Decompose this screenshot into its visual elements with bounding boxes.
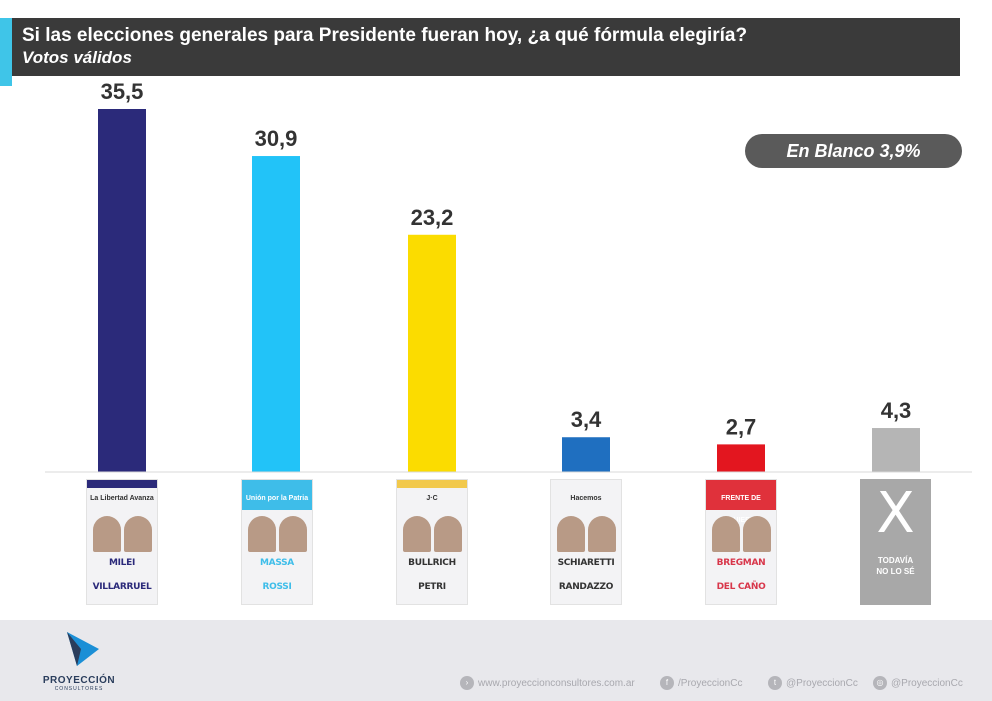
party-logo: Unión por la Patria: [242, 488, 312, 510]
bar-value-label: 30,9: [255, 126, 298, 151]
candidate-photo: [123, 516, 152, 552]
x-icon: X: [876, 481, 915, 546]
undecided-label: TODAVÍA: [877, 556, 914, 565]
vice-president-name: ROSSI: [262, 582, 292, 592]
candidate-photos: [242, 510, 312, 552]
bar-value-label: 35,5: [101, 79, 144, 104]
bar-value-label: 4,3: [881, 398, 912, 423]
party-band: [87, 480, 157, 488]
president-name: BREGMAN: [716, 558, 766, 568]
party-band: [397, 480, 467, 488]
globe-icon: ›: [460, 676, 474, 690]
party-logo: Hacemos: [551, 488, 621, 510]
website-text: www.proyeccionconsultores.com.ar: [478, 677, 635, 689]
brand-sub: CONSULTORES: [54, 686, 104, 692]
instagram-icon: ◎: [873, 676, 887, 690]
candidate-photo: [247, 516, 276, 552]
party-logo: La Libertad Avanza: [87, 488, 157, 510]
candidate-photo: [92, 516, 121, 552]
bar-2: [408, 234, 456, 472]
blank-vote-badge: En Blanco 3,9%: [745, 134, 962, 168]
bar-3: [562, 437, 610, 472]
bar-value-label: 3,4: [571, 407, 602, 432]
party-band: [706, 480, 776, 488]
facebook-text: /ProyeccionCc: [678, 677, 743, 689]
facebook-icon: f: [660, 676, 674, 690]
candidate-photo: [278, 516, 307, 552]
candidate-photo: [402, 516, 431, 552]
brand-name: PROYECCIÓN: [42, 675, 116, 686]
bar-chart: 35,5 30,9 23,2 3,4 2,7 4,3: [45, 79, 972, 473]
bar-4: [717, 444, 765, 472]
president-name: MASSA: [260, 558, 294, 568]
candidate-photo: [742, 516, 771, 552]
twitter-icon: t: [768, 676, 782, 690]
candidate-photos: [397, 510, 467, 552]
proyeccion-logo-icon: [67, 632, 99, 666]
president-name: MILEI: [108, 558, 136, 568]
chart-header: Si las elecciones generales para Preside…: [12, 18, 960, 76]
candidate-card: Unión por la Patria MASSA ROSSI: [241, 479, 313, 605]
vice-president-name: RANDAZZO: [558, 582, 614, 592]
candidate-photo: [587, 516, 616, 552]
accent-strip: [0, 18, 12, 86]
candidate-photo: [433, 516, 462, 552]
vice-president-name: PETRI: [418, 582, 446, 592]
candidate-card: FRENTE DE IZQUIERDA BREGMAN DEL CAÑO: [705, 479, 777, 605]
chart-title: Si las elecciones generales para Preside…: [22, 25, 748, 46]
party-logo: J·C: [397, 488, 467, 510]
bar-value-label: 2,7: [726, 414, 757, 439]
instagram-link[interactable]: ◎ @ProyeccionCc: [873, 676, 963, 690]
president-name: BULLRICH: [408, 558, 456, 568]
candidate-card: La Libertad Avanza MILEI VILLARRUEL: [86, 479, 158, 605]
party-band: [242, 480, 312, 488]
bar-1: [252, 156, 300, 472]
brand-logo: PROYECCIÓN CONSULTORES: [34, 632, 124, 692]
instagram-text: @ProyeccionCc: [891, 677, 963, 689]
bar-0: [98, 109, 146, 472]
vice-president-name: VILLARRUEL: [92, 582, 152, 592]
candidate-card: J·C BULLRICH PETRI: [396, 479, 468, 605]
bar-5: [872, 428, 920, 472]
candidate-photos: [551, 510, 621, 552]
website-link[interactable]: › www.proyeccionconsultores.com.ar: [460, 676, 635, 690]
facebook-link[interactable]: f/ProyeccionCc: [660, 676, 742, 690]
president-name: SCHIARETTI: [557, 558, 615, 568]
chart-subtitle: Votos válidos: [22, 48, 132, 67]
candidate-photos: [706, 510, 776, 552]
vice-president-name: DEL CAÑO: [716, 582, 766, 592]
party-band: [551, 480, 621, 488]
undecided-label-2: NO LO SÉ: [876, 567, 915, 576]
twitter-text: @ProyeccionCc: [786, 677, 858, 689]
candidate-photos: [87, 510, 157, 552]
candidate-photo: [556, 516, 585, 552]
candidate-card: Hacemos SCHIARETTI RANDAZZO: [550, 479, 622, 605]
undecided-card: X TODAVÍA NO LO SÉ: [860, 479, 931, 605]
footer: PROYECCIÓN CONSULTORES › www.proyeccionco…: [0, 620, 992, 701]
twitter-link[interactable]: t @ProyeccionCc: [768, 676, 858, 690]
bar-value-label: 23,2: [411, 205, 454, 230]
party-logo: FRENTE DE IZQUIERDA: [706, 488, 776, 524]
candidate-photo: [711, 516, 740, 552]
